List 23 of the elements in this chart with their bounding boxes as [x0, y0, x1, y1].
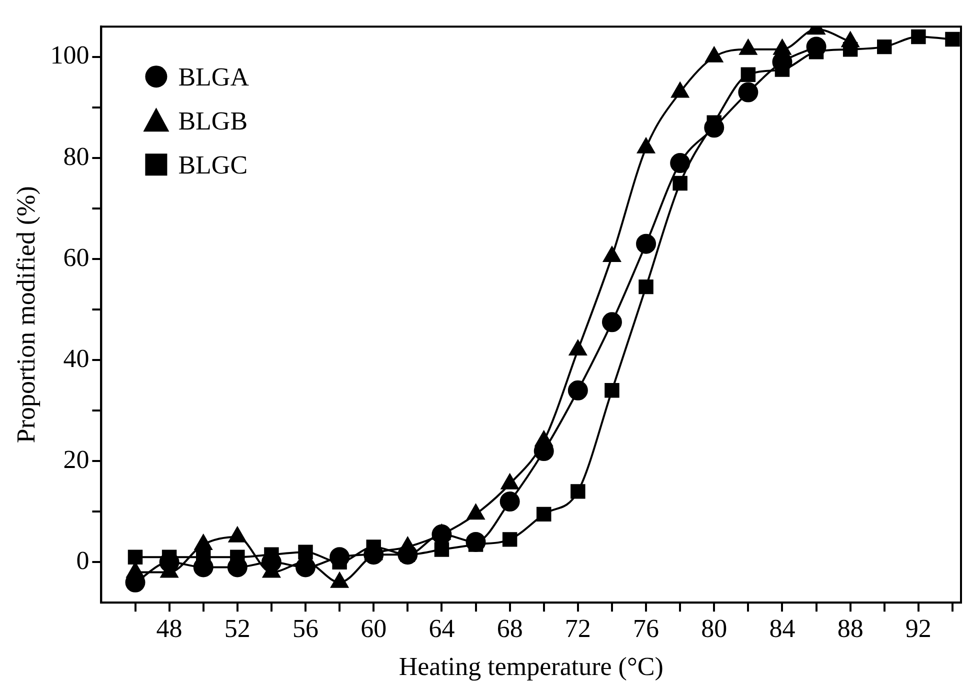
x-tick-label: 48 — [156, 614, 182, 644]
x-tick-label: 88 — [837, 614, 864, 644]
x-tick-label: 68 — [496, 614, 523, 644]
legend-label: BLGC — [178, 150, 248, 180]
legend-label: BLGB — [178, 106, 248, 136]
x-axis-title: Heating temperature (°C) — [398, 652, 664, 682]
x-tick-label: 64 — [428, 614, 455, 644]
y-tick-label: 60 — [63, 242, 90, 272]
x-tick-label: 56 — [292, 614, 319, 644]
x-tick-label: 60 — [360, 614, 387, 644]
x-tick-label: 92 — [905, 614, 932, 644]
y-tick-label: 0 — [76, 546, 90, 576]
x-tick-label: 76 — [633, 614, 660, 644]
y-tick-label: 40 — [63, 344, 90, 373]
y-tick-label: 100 — [50, 40, 90, 70]
y-tick-label: 80 — [63, 142, 90, 171]
y-tick-label: 20 — [63, 444, 90, 474]
x-tick-label: 84 — [769, 614, 796, 644]
legend-label: BLGA — [178, 62, 250, 92]
x-tick-label: 72 — [564, 614, 591, 644]
y-axis-title: Proportion modified (%) — [11, 186, 40, 444]
x-tick-label: 80 — [701, 614, 728, 644]
x-tick-label: 52 — [224, 614, 250, 644]
